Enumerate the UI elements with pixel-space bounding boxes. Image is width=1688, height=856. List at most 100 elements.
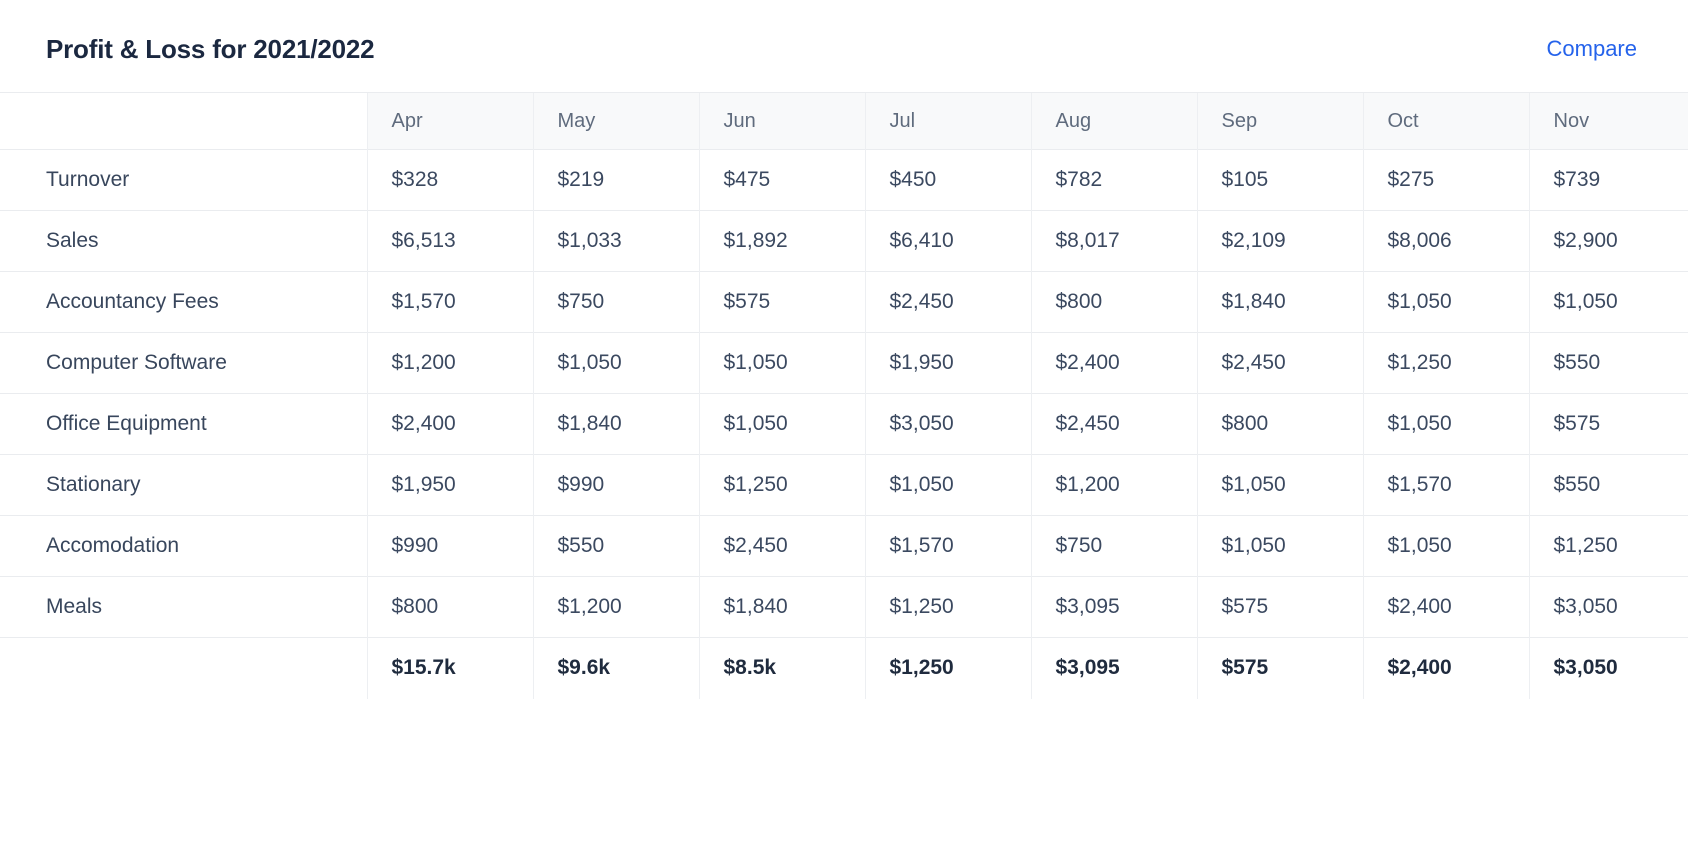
cell-value: $2,400	[1362, 576, 1529, 638]
cell-value: $8,006	[1362, 210, 1529, 272]
table-row: Computer Software $1,200 $1,050 $1,050 $1,95…	[0, 332, 1688, 394]
cell-value: $2,900	[1528, 210, 1688, 272]
cell-value: $328	[366, 149, 533, 211]
cell-value: $475	[698, 149, 865, 211]
cell-value: $575	[1196, 576, 1363, 638]
cell-value: $2,450	[698, 515, 865, 577]
cell-value: $990	[532, 454, 699, 516]
cell-value: $1,570	[366, 271, 533, 333]
row-label: Meals	[0, 576, 367, 638]
cell-value: $1,840	[1196, 271, 1363, 333]
cell-value: $3,050	[864, 393, 1031, 455]
table-row: Sales $6,513 $1,033 $1,892 $6,410 $8,017 $2,10…	[0, 210, 1688, 272]
cell-value: $1,950	[864, 332, 1031, 394]
cell-value: $990	[366, 515, 533, 577]
totals-row: $15.7k $9.6k $8.5k $1,250 $3,095 $575 $2,400 $3…	[0, 637, 1688, 699]
cell-value: $1,250	[1362, 332, 1529, 394]
cell-value: $6,410	[864, 210, 1031, 272]
cell-value: $2,450	[1030, 393, 1197, 455]
cell-value: $1,050	[532, 332, 699, 394]
cell-value: $1,570	[1362, 454, 1529, 516]
row-label: Stationary	[0, 454, 367, 516]
cell-value: $750	[532, 271, 699, 333]
cell-value: $1,250	[864, 576, 1031, 638]
cell-value: $2,400	[1030, 332, 1197, 394]
table-row: Turnover $328 $219 $475 $450 $782 $105 $275 $739	[0, 149, 1688, 211]
row-label: Computer Software	[0, 332, 367, 394]
total-value: $1,250	[864, 637, 1031, 699]
cell-value: $1,840	[698, 576, 865, 638]
cell-value: $1,200	[532, 576, 699, 638]
cell-value: $1,250	[698, 454, 865, 516]
table-row: Stationary $1,950 $990 $1,250 $1,050 $1,200 $1…	[0, 454, 1688, 516]
month-header-sep: Sep	[1196, 92, 1363, 150]
cell-value: $739	[1528, 149, 1688, 211]
compare-link[interactable]: Compare	[1546, 36, 1637, 61]
row-label: Turnover	[0, 149, 367, 211]
cell-value: $275	[1362, 149, 1529, 211]
cell-value: $800	[1030, 271, 1197, 333]
month-header-may: May	[532, 92, 699, 150]
cell-value: $3,050	[1528, 576, 1688, 638]
cell-value: $1,050	[1362, 515, 1529, 577]
cell-value: $1,050	[1528, 271, 1688, 333]
cell-value: $6,513	[366, 210, 533, 272]
cell-value: $550	[1528, 454, 1688, 516]
cell-value: $1,950	[366, 454, 533, 516]
cell-value: $105	[1196, 149, 1363, 211]
cell-value: $219	[532, 149, 699, 211]
cell-value: $1,033	[532, 210, 699, 272]
table-row: Office Equipment $2,400 $1,840 $1,050 $3,050…	[0, 393, 1688, 455]
cell-value: $575	[698, 271, 865, 333]
cell-value: $782	[1030, 149, 1197, 211]
cell-value: $1,200	[366, 332, 533, 394]
cell-value: $1,840	[532, 393, 699, 455]
cell-value: $1,050	[1196, 515, 1363, 577]
cell-value: $1,200	[1030, 454, 1197, 516]
totals-label	[0, 637, 367, 699]
cell-value: $8,017	[1030, 210, 1197, 272]
cell-value: $1,570	[864, 515, 1031, 577]
cell-value: $1,050	[698, 332, 865, 394]
row-label: Accountancy Fees	[0, 271, 367, 333]
total-value: $575	[1196, 637, 1363, 699]
panel-header: Profit & Loss for 2021/2022 Compare	[0, 0, 1688, 92]
month-header-apr: Apr	[366, 92, 533, 150]
row-label: Office Equipment	[0, 393, 367, 455]
cell-value: $800	[366, 576, 533, 638]
cell-value: $3,095	[1030, 576, 1197, 638]
cell-value: $550	[532, 515, 699, 577]
cell-value: $2,400	[366, 393, 533, 455]
total-value: $9.6k	[532, 637, 699, 699]
cell-value: $450	[864, 149, 1031, 211]
month-header-jun: Jun	[698, 92, 865, 150]
cell-value: $1,050	[864, 454, 1031, 516]
cell-value: $575	[1528, 393, 1688, 455]
month-header-aug: Aug	[1030, 92, 1197, 150]
total-value: $3,095	[1030, 637, 1197, 699]
corner-cell	[0, 92, 367, 150]
row-label: Accomodation	[0, 515, 367, 577]
total-value: $3,050	[1528, 637, 1688, 699]
cell-value: $750	[1030, 515, 1197, 577]
cell-value: $1,892	[698, 210, 865, 272]
cell-value: $2,109	[1196, 210, 1363, 272]
table-row: Accountancy Fees $1,570 $750 $575 $2,450 $800…	[0, 271, 1688, 333]
table-row: Meals $800 $1,200 $1,840 $1,250 $3,095 $575 $2,…	[0, 576, 1688, 638]
cell-value: $1,050	[1362, 393, 1529, 455]
cell-value: $1,050	[698, 393, 865, 455]
month-header-oct: Oct	[1362, 92, 1529, 150]
profit-loss-table-grid: Apr May Jun Jul Aug Sep Oct Nov Turnover $328 $21…	[0, 92, 1688, 699]
page-title: Profit & Loss for 2021/2022	[46, 33, 375, 64]
cell-value: $550	[1528, 332, 1688, 394]
cell-value: $1,050	[1362, 271, 1529, 333]
total-value: $15.7k	[366, 637, 533, 699]
cell-value: $1,050	[1196, 454, 1363, 516]
month-header-row: Apr May Jun Jul Aug Sep Oct Nov	[0, 92, 1688, 150]
cell-value: $1,250	[1528, 515, 1688, 577]
cell-value: $800	[1196, 393, 1363, 455]
month-header-nov: Nov	[1528, 92, 1688, 150]
total-value: $8.5k	[698, 637, 865, 699]
cell-value: $2,450	[864, 271, 1031, 333]
